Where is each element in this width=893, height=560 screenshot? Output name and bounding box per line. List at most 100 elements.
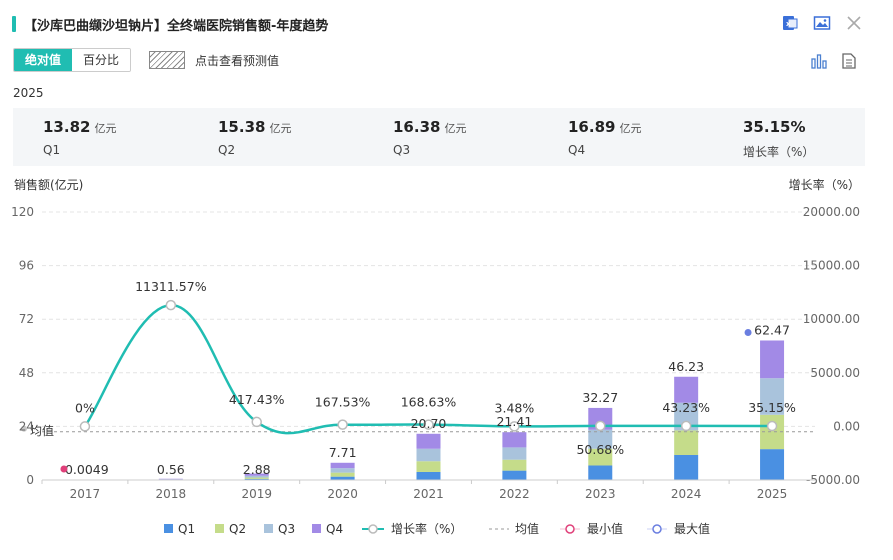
excel-export-icon[interactable]: x [781, 14, 799, 32]
bar-q2[interactable] [588, 448, 613, 466]
kpi-label: Q2 [218, 143, 236, 157]
x-tick-label: 2017 [70, 487, 101, 501]
legend-item[interactable]: Q2 [215, 522, 246, 536]
forecast-toggle[interactable]: 点击查看预测值 [149, 51, 279, 69]
legend-item[interactable]: 增长率（%） [362, 521, 462, 536]
legend-swatch [164, 524, 173, 533]
growth-point[interactable] [680, 420, 692, 432]
legend-label: Q2 [229, 522, 246, 536]
close-icon[interactable] [845, 14, 863, 32]
bar-q2[interactable] [244, 477, 269, 479]
x-tick-label: 2024 [671, 487, 702, 501]
bar-q2[interactable] [416, 461, 441, 472]
bar-q1[interactable] [330, 476, 355, 480]
bar-q4[interactable] [674, 376, 699, 403]
growth-point[interactable] [595, 420, 606, 432]
growth-point[interactable] [165, 299, 177, 311]
min-value-marker[interactable] [60, 465, 68, 473]
bar-q4[interactable] [244, 473, 269, 476]
growth-point[interactable] [251, 416, 262, 428]
absolute-value-button[interactable]: 绝对值 [14, 49, 73, 71]
x-tick-label: 2023 [585, 487, 616, 501]
bar-q4[interactable] [416, 433, 441, 449]
growth-label: 11311.57% [135, 279, 207, 294]
bar-q3[interactable] [416, 448, 441, 462]
growth-label: 168.63% [401, 395, 457, 410]
bar-q1[interactable] [674, 454, 699, 480]
legend-item[interactable]: Q4 [312, 522, 343, 536]
bar-q3[interactable] [502, 447, 527, 460]
kpi-label: Q4 [568, 143, 586, 157]
x-tick-label: 2022 [499, 487, 530, 501]
bar-q4[interactable] [588, 407, 613, 430]
bar-q1[interactable] [588, 465, 613, 480]
growth-point[interactable] [509, 421, 520, 432]
growth-point[interactable] [337, 419, 348, 430]
y-tick-label: 24 [19, 419, 34, 433]
bar-q4[interactable] [760, 340, 785, 379]
bar-q4[interactable] [502, 432, 527, 448]
growth-point[interactable] [766, 420, 778, 432]
y2-tick-label: 15000.00 [803, 259, 860, 273]
legend-item[interactable]: 均值 [489, 521, 539, 536]
bar-q3[interactable] [330, 468, 355, 473]
total-label: 21.41 [496, 414, 532, 429]
bar-q1[interactable] [760, 449, 785, 480]
forecast-label: 点击查看预测值 [195, 53, 280, 68]
y2-tick-label: 20000.00 [803, 205, 860, 219]
growth-point[interactable] [423, 419, 434, 430]
max-value-marker[interactable] [744, 328, 752, 336]
x-tick-label: 2021 [413, 487, 444, 501]
bar-q4[interactable] [330, 462, 355, 469]
bar-q1[interactable] [416, 471, 441, 480]
average-marker [21, 425, 27, 432]
bar-q1[interactable] [244, 478, 269, 480]
legend-label: Q1 [178, 522, 195, 536]
y2-tick-label: 10000.00 [803, 312, 860, 326]
y2-tick-label: -5000.00 [806, 473, 860, 487]
total-label: 7.71 [329, 445, 357, 460]
y-tick-label: 96 [19, 259, 34, 273]
bar-chart-icon[interactable] [810, 52, 828, 70]
legend-item[interactable]: Q3 [264, 522, 295, 536]
total-label: 20.70 [411, 416, 447, 431]
bar-q2[interactable] [502, 459, 527, 471]
kpi-value: 13.82 [43, 118, 91, 136]
bar-q3[interactable] [588, 429, 613, 449]
legend-label: Q3 [278, 522, 295, 536]
percentage-button[interactable]: 百分比 [72, 49, 131, 71]
legend-item[interactable]: Q1 [164, 522, 195, 536]
chart-tools [810, 52, 858, 70]
legend-label: 增长率（%） [391, 521, 462, 536]
bar-q1[interactable] [502, 470, 527, 480]
kpi-unit: 亿元 [94, 122, 117, 135]
legend-item[interactable]: 最小值 [560, 521, 623, 536]
kpi-unit: 亿元 [444, 122, 467, 135]
legend-label: Q4 [326, 522, 343, 536]
kpi-label: Q1 [43, 143, 61, 157]
y2-tick-label: 0.00 [833, 419, 860, 433]
bar-q3[interactable] [760, 378, 785, 415]
image-export-icon[interactable] [813, 14, 831, 32]
growth-label: 43.23% [662, 400, 710, 415]
total-label: 2.88 [243, 462, 271, 477]
bar-q2[interactable] [674, 430, 699, 455]
document-icon[interactable] [840, 52, 858, 70]
y2-tick-label: 5000.00 [810, 366, 860, 380]
growth-label: 50.68% [576, 442, 624, 457]
legend-item[interactable]: 最大值 [647, 521, 710, 536]
kpi-label: Q3 [393, 143, 411, 157]
y-tick-label: 72 [19, 312, 34, 326]
x-tick-label: 2019 [241, 487, 272, 501]
y-tick-label: 120 [11, 205, 34, 219]
legend-swatch [264, 524, 273, 533]
y2-axis-title: 增长率（%） [789, 177, 860, 192]
x-tick-label: 2018 [156, 487, 187, 501]
growth-label: 167.53% [315, 395, 371, 410]
legend-swatch-point [652, 524, 662, 534]
year-label: 2025 [13, 86, 44, 100]
bar-q2[interactable] [330, 472, 355, 477]
bar-q3[interactable] [244, 475, 269, 478]
growth-point[interactable] [79, 421, 91, 432]
kpi-value: 16.89 [568, 118, 616, 136]
